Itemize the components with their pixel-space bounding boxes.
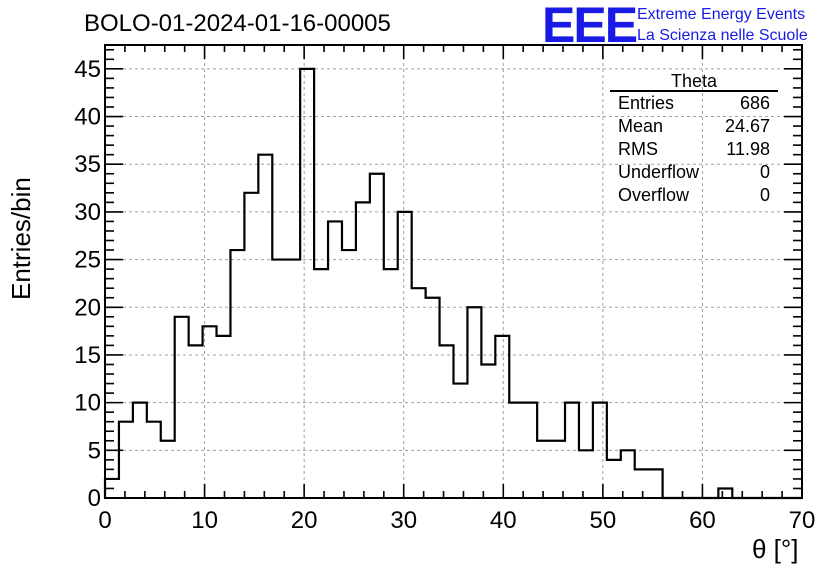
histogram-bin <box>635 469 649 498</box>
y-tick-label: 35 <box>74 151 101 178</box>
histogram-bin <box>481 364 495 498</box>
histogram-bin <box>161 441 175 498</box>
histogram-bin <box>607 460 621 498</box>
y-tick-label: 15 <box>74 342 101 369</box>
stats-label: Overflow <box>618 185 690 205</box>
histogram-bin <box>342 250 356 498</box>
stats-row-rms: RMS 11.98 <box>610 138 778 161</box>
logo-caption-line1: Extreme Energy Events <box>637 6 806 23</box>
histogram-bin <box>523 403 537 498</box>
histogram-bin <box>384 269 398 498</box>
histogram-bin <box>426 298 440 498</box>
histogram-bin <box>593 403 607 498</box>
histogram-bin <box>119 422 133 498</box>
y-tick-label: 40 <box>74 104 101 131</box>
stats-label: RMS <box>618 139 658 159</box>
histogram-bin <box>537 441 551 498</box>
y-tick-label: 10 <box>74 390 101 417</box>
x-tick-label: 30 <box>390 507 417 534</box>
stats-label: Mean <box>618 116 664 136</box>
page-title: BOLO-01-2024-01-16-00005 <box>84 10 391 37</box>
x-tick-label: 50 <box>590 507 617 534</box>
stats-value: 686 <box>739 93 770 113</box>
y-tick-label: 5 <box>88 437 101 464</box>
logo-caption-line2: La Scienza nelle Scuole <box>637 27 808 44</box>
x-tick-label: 60 <box>689 507 716 534</box>
histogram-bin <box>440 345 454 498</box>
histogram-bin <box>230 250 244 498</box>
histogram-bin <box>412 288 426 498</box>
stats-label: Entries <box>618 93 675 113</box>
x-tick-label: 70 <box>789 507 816 534</box>
x-tick-label: 40 <box>490 507 517 534</box>
histogram-bin <box>356 202 370 498</box>
histogram-bin <box>370 174 384 498</box>
histogram-bin <box>286 260 300 498</box>
stats-value: 0 <box>759 162 770 182</box>
histogram-bin <box>272 260 286 498</box>
x-tick-label: 10 <box>191 507 218 534</box>
plot-frame <box>104 44 803 499</box>
logo-caption: Extreme Energy Events La Scienza nelle S… <box>637 4 808 46</box>
y-tick-label: 0 <box>88 485 101 512</box>
eee-logo: EEE <box>542 0 638 53</box>
histogram-bin <box>314 269 328 498</box>
stats-row-overflow: Overflow 0 <box>610 184 778 207</box>
histogram-bin <box>649 469 663 498</box>
histogram-bin <box>495 336 509 498</box>
histogram-bin <box>454 384 468 498</box>
histogram-bin <box>147 422 161 498</box>
x-tick-label: 20 <box>291 507 318 534</box>
x-axis-label: θ [°] <box>752 534 799 564</box>
histogram-series <box>103 67 802 500</box>
y-axis-label: Entries/bin <box>6 177 36 300</box>
y-tick-label: 25 <box>74 247 101 274</box>
histogram-bin <box>398 212 412 498</box>
histogram-bin <box>579 450 593 498</box>
y-tick-label: 45 <box>74 56 101 83</box>
histogram-bin <box>565 403 579 498</box>
histogram-bin <box>718 488 732 498</box>
stats-value: 11.98 <box>726 139 770 159</box>
stats-label: Underflow <box>618 162 700 182</box>
histogram-bin <box>328 221 342 498</box>
y-tick-label: 20 <box>74 294 101 321</box>
histogram-bin <box>551 441 565 498</box>
stats-value: 0 <box>759 185 770 205</box>
histogram-bin <box>189 345 203 498</box>
y-tick-label: 30 <box>74 199 101 226</box>
histogram-bin <box>300 69 314 498</box>
stats-value: 24.67 <box>724 116 770 136</box>
histogram-bin <box>467 307 481 498</box>
histogram-bin <box>258 155 272 498</box>
stats-title: Theta <box>610 72 778 92</box>
histogram-bin <box>133 403 147 498</box>
x-tick-label: 0 <box>98 507 111 534</box>
histogram-bin <box>509 403 523 498</box>
stats-box: Theta Entries 686 Mean 24.67 RMS 11.98 U… <box>610 72 778 207</box>
histogram-bin <box>244 193 258 498</box>
histogram-bin <box>217 336 231 498</box>
stats-row-mean: Mean 24.67 <box>610 115 778 138</box>
histogram-bin <box>175 317 189 498</box>
histogram-bin <box>203 326 217 498</box>
histogram-bin <box>621 450 635 498</box>
stats-row-entries: Entries 686 <box>610 92 778 115</box>
stats-row-underflow: Underflow 0 <box>610 161 778 184</box>
